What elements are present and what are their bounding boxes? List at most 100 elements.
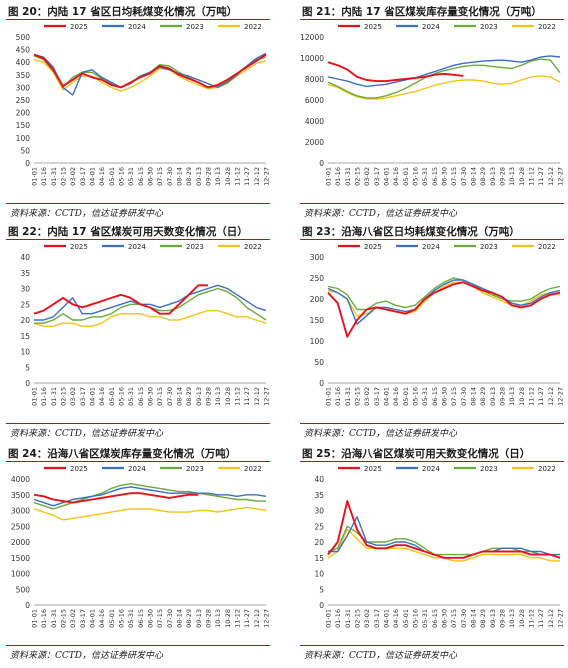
series-line-2025 [327, 61, 464, 83]
x-tick-label: 11-12 [528, 609, 536, 628]
source-rule [300, 203, 564, 204]
x-tick-label: 01-01 [325, 609, 333, 628]
x-tick-label: 10-13 [214, 167, 222, 186]
x-tick-label: 03-02 [363, 609, 371, 628]
x-tick-label: 01-31 [50, 609, 58, 628]
title-rule [300, 239, 564, 240]
x-tick-label: 05-31 [127, 609, 135, 628]
y-tick-label: 25 [314, 522, 324, 531]
x-tick-label: 04-16 [392, 609, 400, 628]
x-tick-label: 12-27 [263, 387, 271, 406]
x-tick-label: 09-13 [489, 387, 497, 406]
chart-source: 资料来源：CCTD，信达证券研发中心 [304, 651, 457, 661]
y-tick-label: 10000 [300, 54, 324, 63]
legend-label-2025: 2025 [70, 23, 88, 31]
x-tick-label: 09-13 [489, 167, 497, 186]
y-tick-label: 3500 [11, 491, 30, 500]
x-tick-label: 05-31 [127, 387, 135, 406]
x-tick-label: 01-31 [50, 167, 58, 186]
x-tick-label: 01-16 [334, 167, 342, 186]
x-tick-label: 08-14 [470, 387, 478, 406]
y-tick-label: 6000 [305, 96, 324, 105]
x-tick-label: 09-13 [195, 167, 203, 186]
x-tick-label: 03-02 [69, 387, 77, 406]
x-tick-label: 04-16 [98, 609, 106, 628]
y-tick-label: 40 [20, 253, 30, 262]
y-tick-label: 30 [20, 285, 30, 294]
x-tick-label: 11-27 [537, 609, 545, 628]
legend-label-2022: 2022 [244, 243, 262, 251]
x-tick-label: 01-01 [325, 387, 333, 406]
x-tick-label: 11-27 [537, 387, 545, 406]
chart-title: 图 22：内陆 17 省区煤炭可用天数变化情况（日） [8, 226, 248, 238]
series-line-2024 [327, 279, 561, 325]
x-tick-label: 08-14 [176, 609, 184, 628]
series-line-2022 [33, 506, 267, 521]
x-tick-label: 06-15 [137, 609, 145, 628]
chart-panel-3: 图 22：内陆 17 省区煤炭可用天数变化情况（日） 资料来源：CCTD，信达证券… [4, 222, 272, 440]
y-tick-label: 10 [20, 348, 30, 357]
legend-label-2023: 2023 [480, 465, 498, 473]
x-tick-label: 04-01 [383, 609, 391, 628]
x-tick-label: 12-27 [263, 609, 271, 628]
x-tick-label: 03-17 [79, 167, 87, 186]
x-tick-label: 03-17 [373, 609, 381, 628]
y-tick-label: 2000 [305, 138, 324, 147]
legend-label-2024: 2024 [128, 23, 146, 31]
title-rule [300, 19, 564, 20]
legend-label-2025: 2025 [364, 23, 382, 31]
y-tick-label: 20 [20, 316, 30, 325]
x-tick-label: 12-12 [547, 609, 555, 628]
x-tick-label: 08-29 [479, 387, 487, 406]
title-rule [6, 19, 270, 20]
x-tick-label: 05-16 [118, 609, 126, 628]
legend-label-2025: 2025 [364, 243, 382, 251]
x-tick-label: 11-12 [234, 167, 242, 186]
x-tick-label: 01-31 [344, 609, 352, 628]
chart-panel-2: 图 21：内陆 17 省区煤炭库存量变化情况（万吨） 资料来源：CCTD，信达证券… [298, 2, 566, 220]
y-tick-label: 350 [16, 71, 31, 80]
x-tick-label: 02-15 [354, 609, 362, 628]
chart-title: 图 21：内陆 17 省区煤炭库存量变化情况（万吨） [302, 6, 542, 18]
legend-label-2024: 2024 [422, 23, 440, 31]
legend-label-2024: 2024 [422, 243, 440, 251]
x-tick-label: 01-16 [40, 609, 48, 628]
series-line-2022 [327, 281, 561, 317]
x-tick-label: 10-13 [214, 609, 222, 628]
legend-label-2023: 2023 [186, 23, 204, 31]
x-tick-label: 02-15 [60, 167, 68, 186]
x-tick-label: 07-30 [166, 609, 174, 628]
x-tick-label: 09-28 [499, 167, 507, 186]
x-tick-label: 03-17 [79, 387, 87, 406]
x-tick-label: 01-16 [334, 387, 342, 406]
x-tick-label: 05-16 [118, 387, 126, 406]
y-tick-label: 50 [20, 146, 30, 155]
line-chart: 0 50 100 150 200 250 300 350 400 450 500 01-01 01-16… [16, 23, 271, 186]
x-tick-label: 06-30 [441, 387, 449, 406]
x-tick-label: 07-15 [450, 167, 458, 186]
series-line-2024 [33, 486, 267, 507]
x-tick-label: 06-30 [147, 167, 155, 186]
y-tick-label: 20 [314, 538, 324, 547]
x-tick-label: 03-17 [373, 387, 381, 406]
x-tick-label: 05-01 [402, 387, 410, 406]
legend-label-2022: 2022 [244, 23, 262, 31]
x-tick-label: 11-27 [537, 167, 545, 186]
x-tick-label: 09-28 [205, 387, 213, 406]
series-line-2025 [327, 500, 561, 559]
x-tick-label: 03-17 [373, 167, 381, 186]
y-tick-label: 8000 [305, 75, 324, 84]
chart-panel-1: 图 20：内陆 17 省区日均耗煤变化情况（万吨） 资料来源：CCTD，信达证券研… [4, 2, 272, 220]
series-line-2025 [327, 281, 561, 338]
x-tick-label: 01-16 [40, 387, 48, 406]
x-tick-label: 06-30 [147, 387, 155, 406]
x-tick-label: 08-29 [185, 609, 193, 628]
source-rule [6, 645, 270, 646]
x-tick-label: 11-12 [234, 609, 242, 628]
x-tick-label: 04-16 [98, 167, 106, 186]
x-tick-label: 07-30 [166, 387, 174, 406]
chart-source: 资料来源：CCTD，信达证券研发中心 [304, 429, 457, 439]
x-tick-label: 06-30 [441, 167, 449, 186]
x-tick-label: 10-13 [508, 167, 516, 186]
